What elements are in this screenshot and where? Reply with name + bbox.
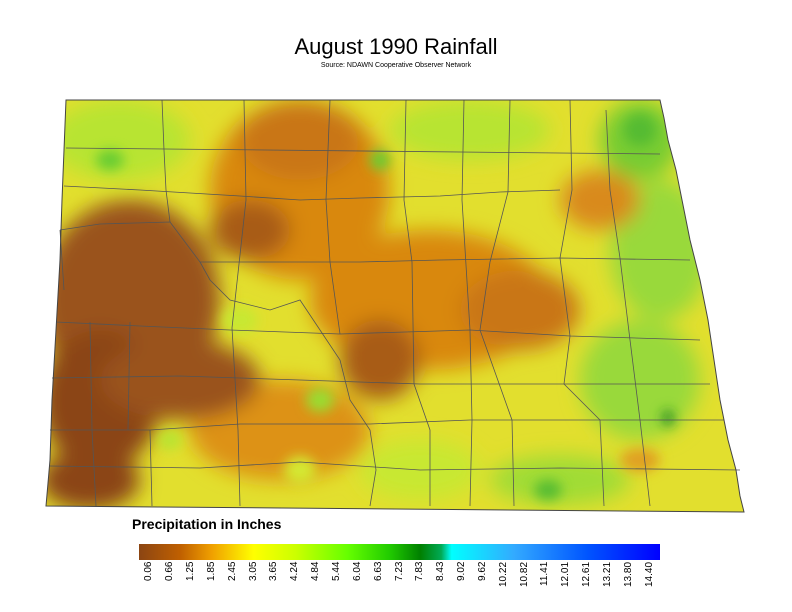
legend-tick-label: 11.41 (539, 562, 551, 587)
county-boundaries (49, 99, 741, 507)
legend-tick-label: 1.25 (185, 562, 197, 582)
map-subtitle: Source: NDAWN Cooperative Observer Netwo… (320, 62, 472, 69)
legend-tick-label: 10.82 (518, 562, 530, 588)
legend-tick-label: 7.23 (393, 562, 405, 582)
legend-tick-label: 5.44 (330, 562, 342, 582)
legend-title: Precipitation in Inches (132, 516, 282, 532)
legend-tick-label: 6.04 (351, 562, 363, 582)
legend-tick-label: 4.84 (310, 562, 322, 582)
legend-tick-label: 10.22 (497, 562, 509, 588)
legend-tick-label: 3.05 (247, 562, 259, 582)
legend-tick-labels: 0.06 0.66 1.25 1.85 2.45 3.05 3.65 4.24 4.84 5.44… (139, 562, 660, 610)
legend-tick-label: 0.06 (143, 562, 155, 582)
legend-tick-label: 1.85 (205, 562, 217, 582)
legend-color-bar (139, 544, 660, 560)
legend-tick-label: 3.65 (268, 562, 280, 582)
legend-tick-label: 12.61 (581, 562, 593, 588)
rainfall-surface (46, 100, 744, 512)
map-title: August 1990 Rainfall (294, 34, 498, 59)
state-outline (45, 99, 745, 513)
legend-tick-label: 9.62 (476, 562, 488, 582)
legend-tick-label: 13.21 (601, 562, 613, 588)
legend-tick-label: 12.01 (560, 562, 572, 588)
legend-tick-label: 8.43 (435, 562, 447, 582)
legend-tick-label: 9.02 (456, 562, 468, 582)
legend-tick-label: 13.80 (622, 562, 634, 588)
legend-tick-label: 6.63 (372, 562, 384, 582)
legend-tick-label: 14.40 (643, 562, 655, 588)
legend-tick-label: 2.45 (226, 562, 238, 582)
legend-tick-label: 0.66 (164, 562, 176, 582)
legend-tick-label: 7.83 (414, 562, 426, 582)
legend-tick-label: 4.24 (289, 562, 301, 582)
